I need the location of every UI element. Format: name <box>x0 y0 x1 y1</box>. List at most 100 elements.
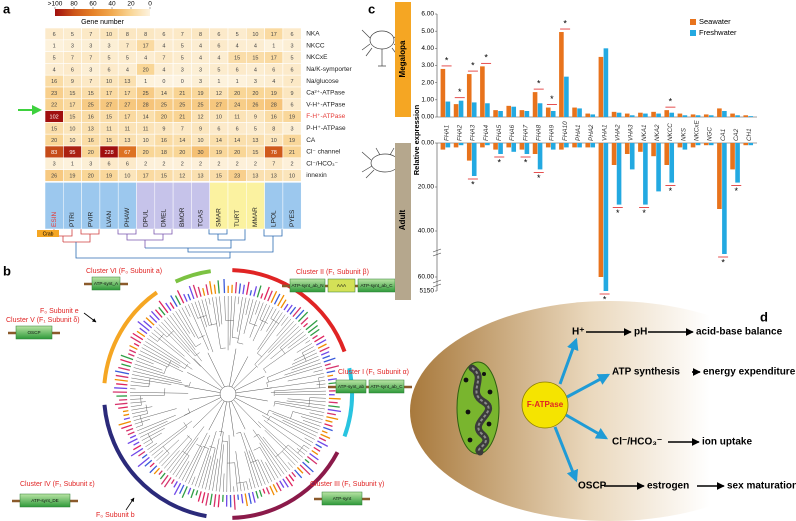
cell-value: 20 <box>161 114 167 120</box>
legend-tick-label: 0 <box>148 1 152 8</box>
cell-value: 0 <box>162 79 165 85</box>
tree-branch <box>266 382 268 387</box>
cell-value: 6 <box>236 67 239 73</box>
column-label: ESIN <box>51 212 58 227</box>
tree-branch <box>234 462 238 492</box>
bar <box>624 143 630 154</box>
tree-branch <box>135 360 163 371</box>
tree-branch <box>131 410 147 414</box>
tree-branch <box>235 451 242 492</box>
tree-branch <box>181 432 208 481</box>
bar <box>690 143 696 148</box>
x-tick-label: NKCxE <box>693 120 700 141</box>
cell-value: 17 <box>124 114 130 120</box>
x-tick-label: NKA2 <box>654 124 661 141</box>
tree-branch <box>259 442 282 477</box>
tree-branch <box>274 387 326 392</box>
tree-branch <box>151 332 191 364</box>
cell-value: 4 <box>144 55 147 61</box>
cell-value: 13 <box>252 173 258 179</box>
cell-value: 228 <box>104 150 113 156</box>
cell-value: 28 <box>271 103 277 109</box>
tree-branch <box>236 481 247 484</box>
cell-value: 9 <box>254 114 257 120</box>
tree-branch <box>143 432 162 444</box>
domain-label: ATP-synt_ab_C <box>370 384 403 389</box>
tree-branch <box>302 352 307 362</box>
cluster-arc <box>232 268 347 353</box>
tree-branch <box>308 397 310 407</box>
tree-branch <box>260 459 273 482</box>
pathway-source: ATP synthesis <box>612 367 680 378</box>
leaf-label <box>159 472 166 480</box>
cell-value: 15 <box>252 55 258 61</box>
pathway-arrow <box>565 413 609 440</box>
cell-value: 13 <box>124 138 130 144</box>
tree-branch <box>257 312 283 350</box>
bar <box>638 143 643 152</box>
stage-label: Adult <box>398 209 407 230</box>
dendrogram <box>53 229 283 259</box>
tree-branch <box>149 420 193 453</box>
x-tick-label: CA2 <box>733 128 740 141</box>
bar <box>603 48 609 118</box>
significance-mark: * <box>497 157 501 167</box>
tree-branch <box>184 305 191 317</box>
tree-branch <box>141 347 180 368</box>
cell-value: 5 <box>181 44 184 50</box>
legend-tick-label: 20 <box>127 1 135 8</box>
cell-value: 26 <box>252 103 258 109</box>
cell-value: 4 <box>199 44 202 50</box>
tree-branch <box>309 397 326 399</box>
bar <box>577 108 582 117</box>
leaf-label <box>213 494 217 507</box>
leaf-label <box>328 401 338 404</box>
cell-value: 25 <box>88 103 94 109</box>
tree-branch <box>316 383 326 386</box>
domain-label: ATP-synt_ab <box>338 384 365 389</box>
leaf-label <box>306 455 318 465</box>
cell-value: 8 <box>126 32 129 38</box>
bar <box>453 104 459 117</box>
tree-branch <box>287 373 324 382</box>
leaf-label <box>288 474 295 482</box>
cell-value: 6 <box>272 67 275 73</box>
row-label: NKCxE <box>306 54 328 61</box>
significance-mark: * <box>669 186 673 196</box>
cell-value: 12 <box>216 91 222 97</box>
cell-value: 20 <box>179 150 185 156</box>
cell-value: 4 <box>53 67 56 73</box>
y-tick-label: 60.00 <box>418 274 435 281</box>
leaf-label <box>183 293 188 302</box>
leaf-label <box>248 492 252 505</box>
leaf-label <box>327 408 342 413</box>
leaf-label <box>118 406 128 409</box>
bar <box>471 143 477 176</box>
column-label: TCAS <box>197 209 204 227</box>
bar <box>559 143 564 150</box>
cell-value: 19 <box>69 173 75 179</box>
tree-branch <box>243 432 266 485</box>
cell-value: 2 <box>236 162 239 168</box>
tree-branch <box>275 402 325 413</box>
cell-value: 7 <box>272 162 275 168</box>
cell-value: 22 <box>51 103 57 109</box>
tree-branch <box>264 429 299 463</box>
cell-value: 13 <box>271 173 277 179</box>
cluster-arc <box>342 367 354 438</box>
leaf-label <box>163 477 172 488</box>
y-tick-label: 40.00 <box>418 228 435 235</box>
bar <box>695 143 701 146</box>
tree-branch <box>184 447 203 483</box>
y-tick-label: 3.00 <box>421 62 434 69</box>
tree-branch <box>235 387 273 394</box>
y-tick-label: 0.00 <box>421 114 434 121</box>
tree-branch <box>163 319 196 357</box>
row-label: Ca²⁺-ATPase <box>306 90 345 97</box>
tree-branch <box>208 297 211 305</box>
y-tick-label: 4.00 <box>421 45 434 52</box>
tree-branch <box>273 401 276 407</box>
cell-value: 2 <box>217 162 220 168</box>
cell-value: 16 <box>51 79 57 85</box>
tree-branch <box>291 352 318 365</box>
